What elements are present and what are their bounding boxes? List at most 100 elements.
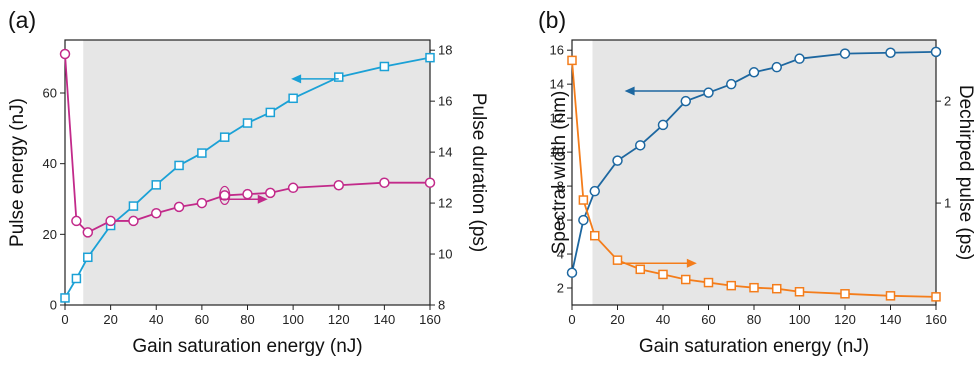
panel-b-series-1-point [930,46,942,58]
panel-b-y-tick-label: 14 [550,77,564,92]
panel-a-series-2-point [59,48,71,60]
panel-b-x-tick-label: 60 [701,312,715,327]
panel-a-series-2-point [105,215,116,227]
panel-a-series-2-point [424,177,436,188]
panel-a-y2-tick-label: 8 [438,298,445,313]
panel-a-y-axis-title: Pulse energy (nJ) [7,98,28,247]
panel-a-series-1-point [197,148,207,158]
panel-a-y2-tick-label: 16 [438,94,452,109]
panel-b-series-2-point [885,291,896,301]
panel-b-y-tick-label: 6 [557,213,564,228]
panel-b-series-2-point [612,255,623,265]
panel-b-y2-tick-label: 2 [944,94,951,109]
panel-a-x-tick-label: 0 [61,312,68,327]
panel-b-series-1-point [885,47,896,58]
panel-a-x-axis-title: Gain saturation energy (nJ) [132,336,362,357]
panel-b-series-1-point [703,87,714,98]
panel-b-series-2-point [772,283,782,294]
panel-a-series-1-point [71,273,82,284]
panel-a-series-1-point [334,72,344,82]
panel-a-series-2-point [82,227,94,238]
panel-b-series-1-point [771,61,782,73]
panel-a-label: (a) [8,7,36,33]
panel-b-series-1-point [726,78,737,90]
panel-a-series-2-point [287,182,299,194]
panel-a-series-1-point [219,132,230,142]
panel-a-arrow-head [257,194,268,204]
panel-a-x-tick-label: 40 [149,312,163,327]
panel-a-series-1-point [379,61,390,72]
panel-b-x-tick-label: 140 [880,312,902,327]
panel-b-series-2-point [590,230,600,241]
panel-b-series-1-point [566,267,578,278]
panel-b-y-tick-label: 4 [557,247,564,262]
panel-a-axis-arrow-1 [291,74,339,84]
panel-b-x-axis-title: Gain saturation energy (nJ) [639,336,869,357]
panel-a-series-2-point [265,187,276,199]
panel-a-series-2-point [71,215,82,227]
panel-b-series-1-point [839,48,851,59]
panel-a-y2-tick-label: 10 [438,247,452,262]
panel-b-y2-axis-title: Dechirped pulse (ps) [955,85,974,260]
panel-b-x-tick-label: 120 [834,312,856,327]
panel-b-x-tick-label: 100 [789,312,811,327]
panel-a-x-tick-label: 20 [103,312,117,327]
panel-b-axis-arrow-2 [622,258,697,268]
panel-a-series-2-point [379,177,390,188]
panel-b-y-tick-label: 10 [550,145,564,160]
panel-b-x-tick-label: 160 [925,312,947,327]
panel-b-series-2-point [703,277,714,288]
panel-b-y-tick-label: 16 [550,43,564,58]
panel-b-shaded-region [592,40,936,305]
panel-b-series-2-point [681,274,691,285]
panel-a-x-tick-label: 60 [195,312,209,327]
panel-b-y-tick-label: 8 [557,179,564,194]
panel-b-series-2-point [635,264,645,275]
panel-b-series-1-point [578,214,589,226]
panel-b-series-1-point [657,119,669,131]
panel-a-series-1-point [60,293,70,303]
panel-a-x-tick-label: 160 [419,312,441,327]
panel-a-series-1-point [174,160,184,171]
panel-b-x-tick-label: 0 [568,312,575,327]
panel-a-series-1-point [151,180,161,190]
panel-b-arrow-head [686,258,697,268]
panel-a-series-2-point [128,215,139,227]
panel-a-series-1-point [265,107,276,118]
panel-a-y-tick-label: 0 [50,298,57,313]
panel-b-series-2-point [567,55,577,66]
panel-a-series-2-point [173,201,185,213]
panel-b-y-tick-label: 2 [557,281,564,296]
panel-b-series-1-point [748,67,760,78]
panel-a-series-1-point [83,252,93,263]
panel-a-arrow-head [291,74,302,84]
panel-b-arrow-head [624,86,635,96]
panel-a-series-1-point [128,201,139,211]
panel-b-x-tick-label: 20 [610,312,624,327]
panel-b-series-1-point [589,185,600,197]
panel-b-series-1-point [635,140,646,151]
panel-a-x-tick-label: 80 [240,312,254,327]
panel-a-series-1-point [242,118,253,128]
panel-a-y2-tick-label: 14 [438,145,452,160]
panel-a-axis-arrow-2 [220,194,268,204]
chart-panel-a: 0 20 40 60 80 100 120 140 160 0 20 40 60 8 10 12 14 16 18 G… [7,7,487,357]
panel-b-x-tick-label: 80 [747,312,761,327]
panel-a-x-tick-label: 100 [282,312,304,327]
panel-a-shaded-region [83,40,430,305]
panel-b-series-2-point [931,292,941,302]
panel-a-y2-axis-title: Pulse duration (ps) [468,93,487,252]
panel-a-y2-tick-label: 12 [438,196,452,211]
panel-b-series-2-point [794,287,805,297]
panel-a-x-tick-label: 140 [374,312,396,327]
panel-b-axis-arrow-1 [624,86,704,96]
panel-b-series-2-point [749,282,759,293]
panel-a-series-2-point [151,208,162,219]
panel-b-series-2-point [840,289,850,299]
panel-a-series-marker-ellipse [219,185,231,206]
panel-b-series-1-point [612,155,623,166]
panel-a-y-tick-label: 20 [43,227,57,242]
panel-a-series-1-point [288,93,298,104]
panel-a-series-2-point [242,188,253,200]
